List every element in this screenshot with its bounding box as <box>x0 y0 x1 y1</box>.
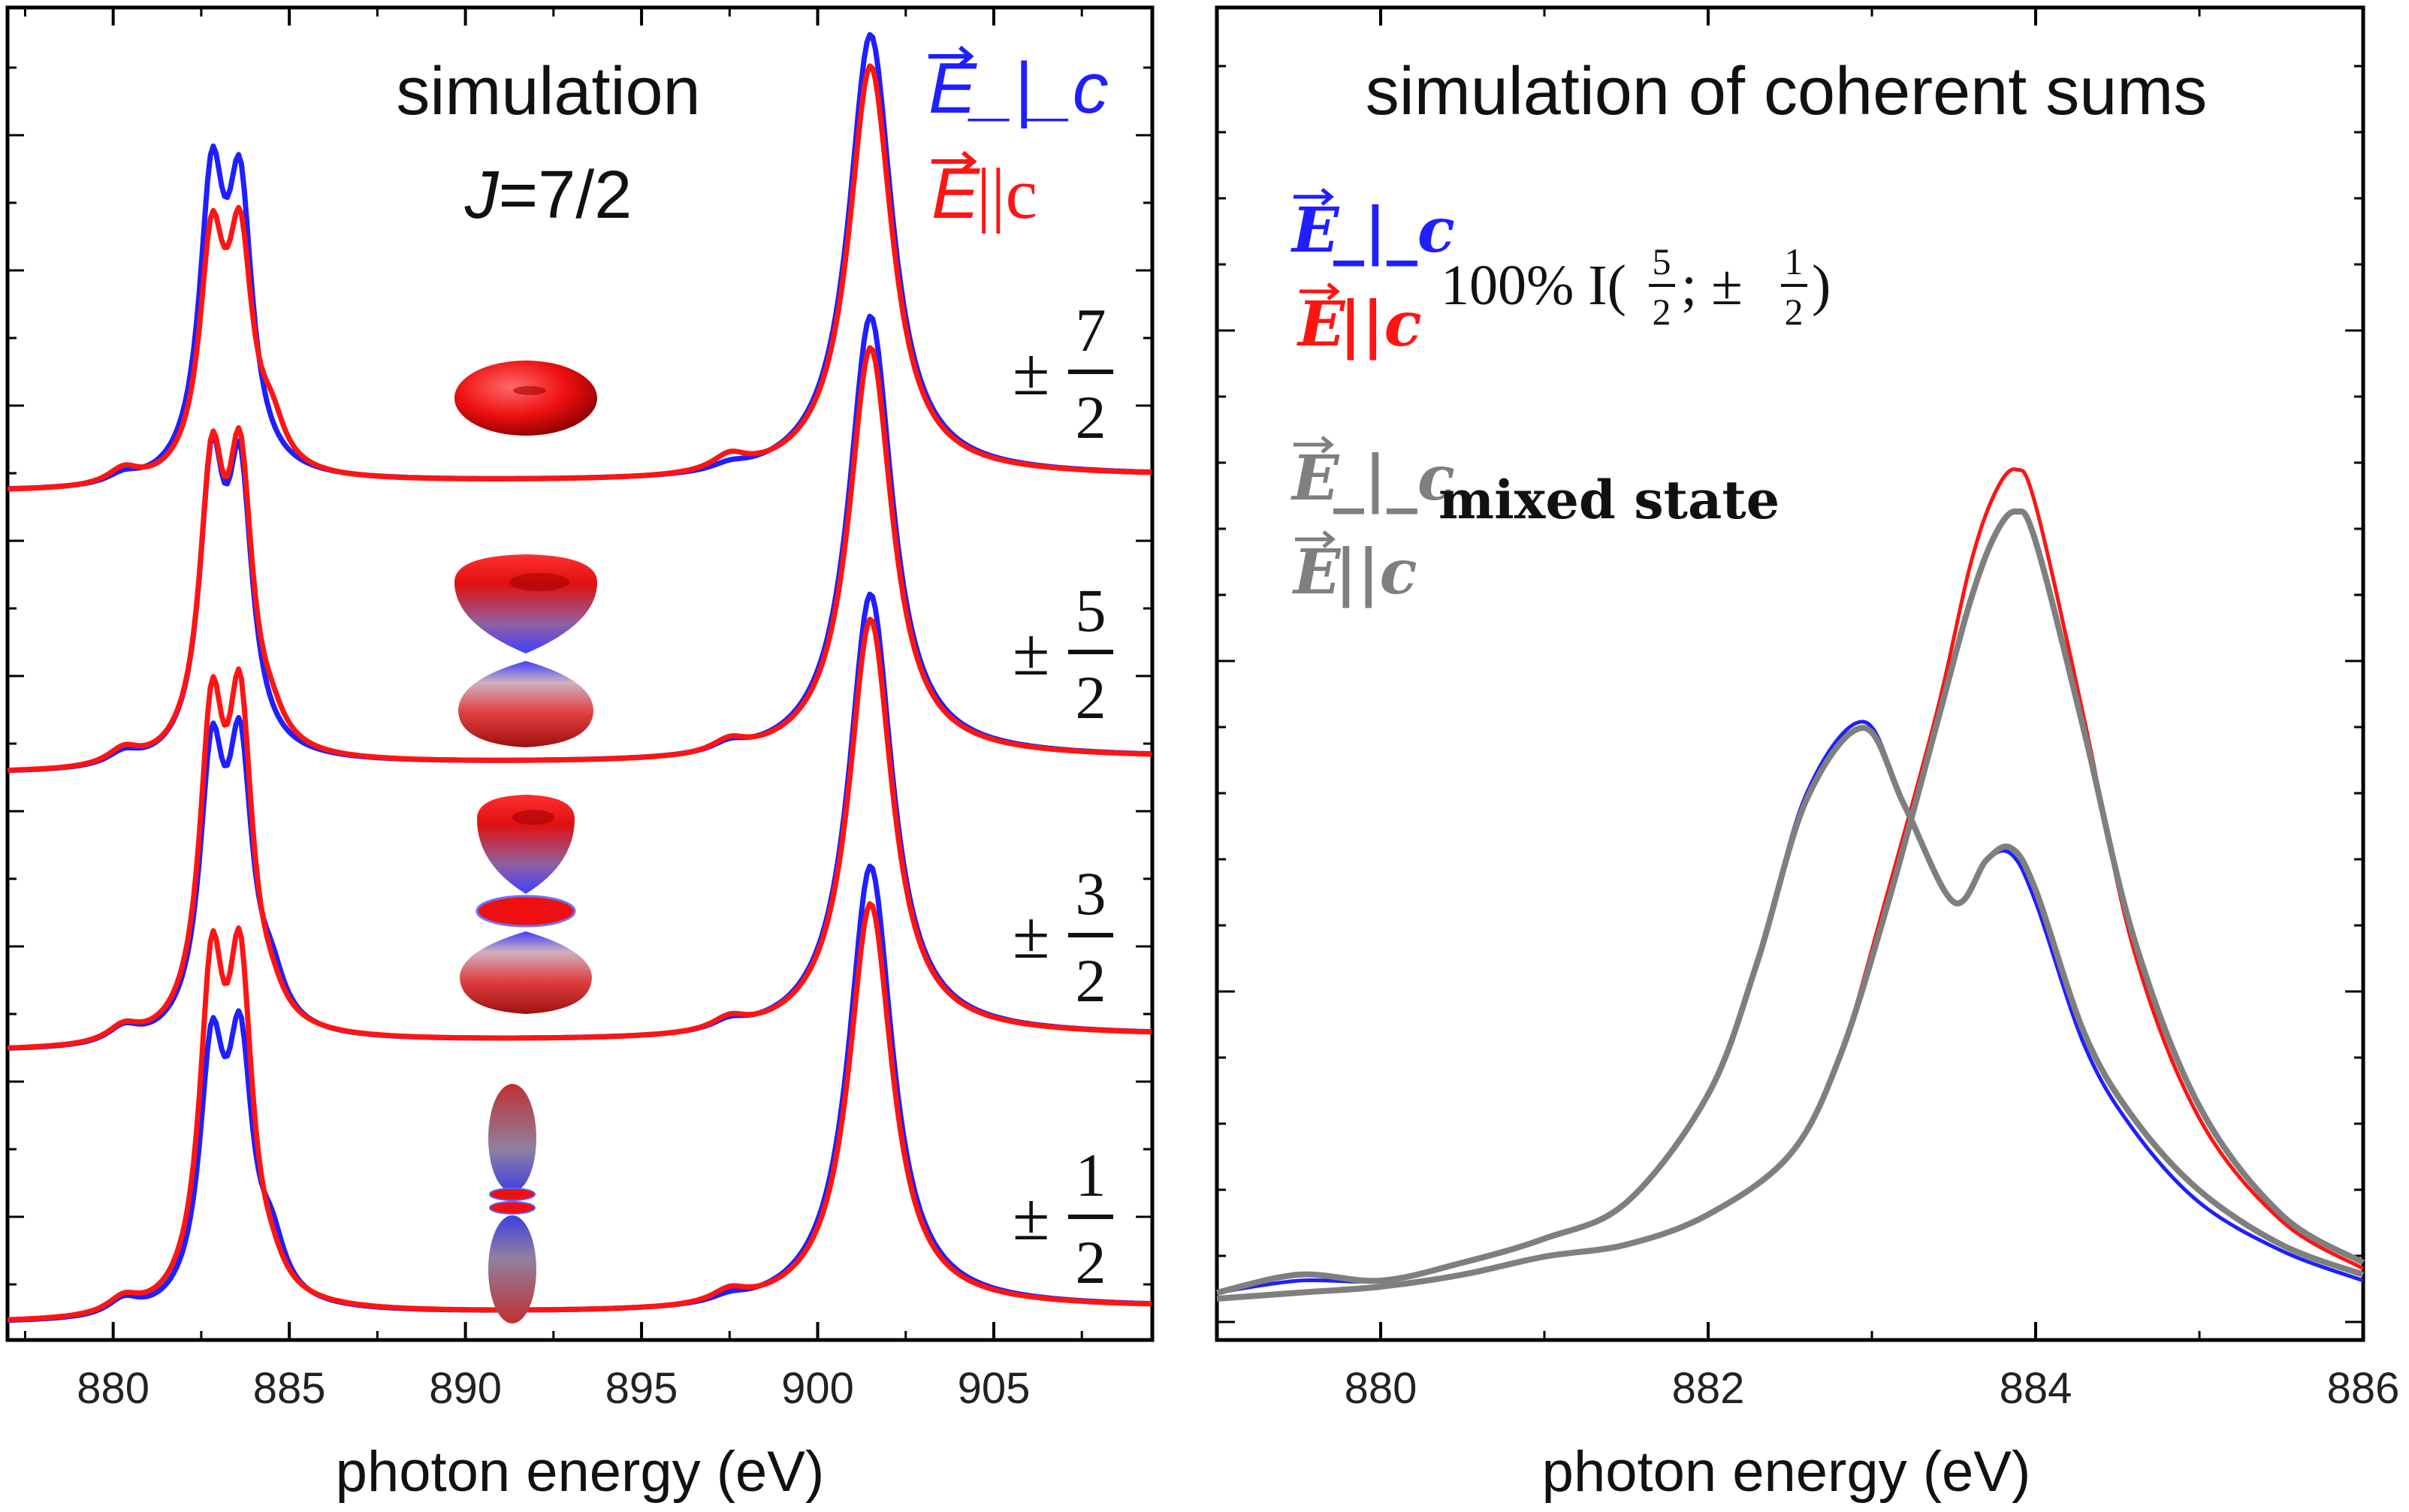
left-title-value: =7/2 <box>499 158 632 233</box>
left-x-tick-label: 905 <box>958 1364 1031 1413</box>
lobe-bottom <box>488 1215 536 1323</box>
state-sign: ± <box>1013 898 1049 973</box>
state-numerator: 7 <box>1076 296 1106 364</box>
right-legend-mixed: E _|_c mixed state E ||c <box>1291 436 1780 608</box>
pure-state-formula: 100% I( 5 2 ; ± 1 2 ) <box>1441 240 1831 333</box>
left-x-tick-label: 880 <box>77 1364 149 1413</box>
par-spectrum-line <box>7 345 1152 773</box>
coherent-sum-line <box>1216 720 2364 1295</box>
left-x-tick-label: 900 <box>781 1364 854 1413</box>
par-spectrum-line <box>7 901 1152 1323</box>
left-title-line2: J=7/2 <box>464 158 632 233</box>
pure-perp-symbol: E <box>1291 195 1340 267</box>
orbital-elongated <box>488 1084 536 1323</box>
cup-bottom <box>458 661 593 747</box>
state-label: ±7 2 <box>1013 296 1113 451</box>
left-curves <box>7 32 1152 1323</box>
formula-den2: 2 <box>1785 291 1804 333</box>
left-plot-frame <box>5 5 1155 1342</box>
state-denominator: 2 <box>1076 663 1106 732</box>
lobe-top <box>488 1084 536 1192</box>
state-labels: ±7 2 ±5 2 ±3 2 ±1 2 <box>1013 296 1113 1296</box>
mixed-perp-rest: _|_c <box>1333 442 1455 515</box>
mixed-perp-symbol: E <box>1291 442 1340 515</box>
right-x-tick-label: 880 <box>1345 1364 1417 1413</box>
right-x-axis-label: photon energy (eV) <box>1542 1440 2031 1504</box>
formula-num2: 1 <box>1785 240 1804 282</box>
mixed-par-arrow-icon <box>1295 530 1336 548</box>
legend-perp: E _|_c <box>928 45 1109 129</box>
mixed-perp-arrow-icon <box>1294 436 1334 454</box>
state-sign: ± <box>1013 615 1049 690</box>
state-numerator: 5 <box>1076 576 1106 644</box>
state-numerator: 1 <box>1076 1141 1106 1209</box>
left-legend: E _|_c E ||c <box>928 45 1109 234</box>
state-numerator: 3 <box>1076 859 1106 928</box>
left-x-tick-label: 885 <box>253 1364 326 1413</box>
right-legend-pure: E _|_c E ||c 100% I( 5 2 ; ± 1 2 ) <box>1291 188 1831 361</box>
state-label: ±3 2 <box>1013 859 1113 1015</box>
legend-perp-rest: _|_c <box>968 48 1109 129</box>
right-x-tick-labels: 880 882 884 886 <box>1345 1364 2400 1413</box>
right-panel: 880 882 884 886 simulation of coherent sums… <box>1215 5 2400 1504</box>
right-plot-frame <box>1215 5 2365 1342</box>
right-x-tick-label: 884 <box>2000 1364 2072 1413</box>
left-x-tick-label: 895 <box>605 1364 678 1413</box>
pure-par-arrow-icon <box>1300 282 1340 300</box>
right-curves <box>1216 467 2365 1302</box>
right-axis-ticks <box>1215 8 2365 1340</box>
state-denominator: 2 <box>1076 946 1106 1015</box>
right-x-tick-label: 882 <box>1672 1364 1745 1413</box>
cup-ring-bottom <box>460 931 592 1014</box>
coherent-sum-line <box>1216 725 2365 1296</box>
left-x-axis-label: photon energy (eV) <box>336 1440 825 1504</box>
state-denominator: 2 <box>1076 383 1106 451</box>
cup-top <box>454 554 597 653</box>
state-label: ±1 2 <box>1013 1141 1113 1296</box>
orbital-cup-ring-pair <box>460 795 592 1014</box>
left-panel: 880 885 890 895 900 905 simulation J=7/2 E _|… <box>5 5 1155 1504</box>
left-x-tick-labels: 880 885 890 895 900 905 <box>77 1364 1030 1413</box>
state-sign: ± <box>1013 335 1049 409</box>
pure-par-symbol: E <box>1297 288 1346 361</box>
state-label: ±5 2 <box>1013 576 1113 732</box>
formula-prefix: 100% I( <box>1441 254 1626 317</box>
pure-perp-rest: _|_c <box>1333 195 1455 267</box>
legend-perp-symbol: E <box>928 48 977 128</box>
legend-par-symbol: E <box>931 153 980 234</box>
cup-ring-top <box>477 795 575 894</box>
formula-num1: 5 <box>1653 240 1671 282</box>
orbital-torus <box>454 361 597 436</box>
mixed-state-text: mixed state <box>1438 469 1780 531</box>
left-title-line1: simulation <box>396 54 700 129</box>
orbital-cup-pair <box>454 554 597 747</box>
legend-par: E ||c <box>931 150 1037 234</box>
legend-perp-arrow-icon <box>928 45 974 68</box>
formula-den1: 2 <box>1653 291 1671 333</box>
pure-par-rest: ||c <box>1339 288 1422 361</box>
par-spectrum-line <box>7 617 1152 1051</box>
par-spectrum-line <box>7 63 1152 492</box>
legend-par-rest: ||c <box>977 153 1037 234</box>
left-title-j: J <box>464 158 500 233</box>
pure-perp-arrow-icon <box>1294 188 1334 206</box>
formula-sep: ; ± <box>1681 254 1743 317</box>
ring <box>475 895 576 928</box>
right-title: simulation of coherent sums <box>1366 54 2208 129</box>
left-x-tick-label: 890 <box>429 1364 502 1413</box>
formula-suffix: ) <box>1812 254 1831 317</box>
mixed-par-symbol: E <box>1292 536 1342 608</box>
left-axis-ticks <box>8 8 1152 1340</box>
mixed-par-rest: ||c <box>1335 536 1417 608</box>
right-x-tick-label: 886 <box>2327 1364 2400 1413</box>
coherent-sum-line <box>1216 508 2365 1302</box>
torus-shape <box>454 361 597 436</box>
state-denominator: 2 <box>1076 1228 1106 1296</box>
legend-par-arrow-icon <box>931 150 977 173</box>
state-sign: ± <box>1013 1180 1049 1254</box>
